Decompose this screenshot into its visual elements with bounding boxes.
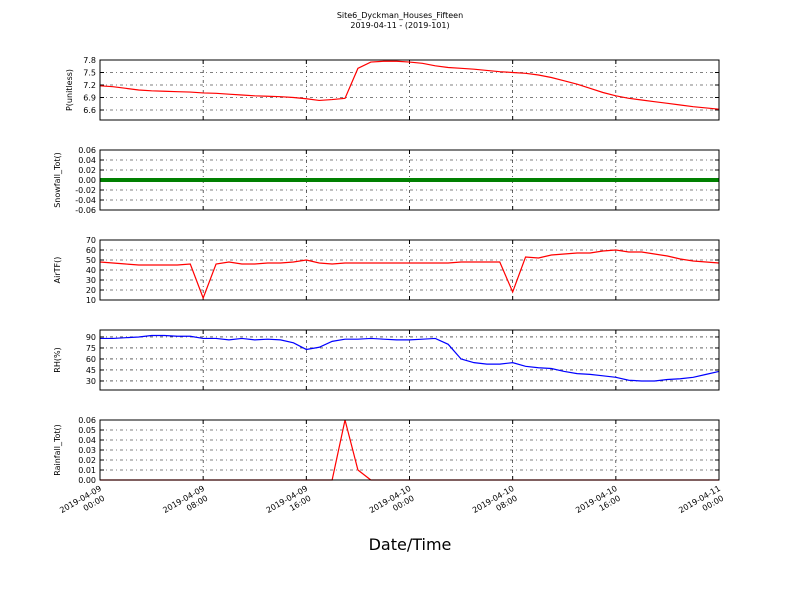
y-tick-label: 0.06 (78, 146, 96, 155)
y-tick-label: 40 (86, 266, 96, 275)
y-tick-label: 6.9 (83, 94, 96, 103)
y-tick-label: 60 (86, 246, 96, 255)
x-tick-label: 2019-04-1100:00 (677, 484, 727, 524)
y-tick-label: 75 (86, 344, 96, 353)
plot-frame (99, 149, 720, 211)
plot-frame (99, 239, 720, 301)
y-tick-label: 50 (86, 256, 96, 265)
y-tick-label: 0.05 (78, 426, 96, 435)
y-tick-label: 30 (86, 377, 96, 386)
x-tick-label: 2019-04-0908:00 (161, 484, 211, 524)
y-tick-label: 6.6 (83, 106, 96, 115)
x-tick-label: 2019-04-1008:00 (471, 484, 521, 524)
y-tick-label: 90 (86, 333, 96, 342)
y-tick-label: 0.03 (78, 446, 96, 455)
y-axis-label: Snowfall_Tot() (53, 152, 62, 208)
data-line (99, 60, 720, 110)
y-tick-label: 0.00 (78, 476, 96, 485)
plot-frame (99, 329, 720, 391)
y-axis-label: P(unitless) (65, 69, 74, 111)
y-tick-label: 10 (86, 296, 96, 305)
y-tick-label: 0.04 (78, 436, 96, 445)
chart-subtitle: 2019-04-11 - (2019-101) (350, 21, 449, 30)
y-tick-label: 0.01 (78, 466, 96, 475)
y-tick-label: 30 (86, 276, 96, 285)
x-tick-label: 2019-04-1000:00 (368, 484, 418, 524)
y-tick-label: 45 (86, 366, 96, 375)
data-line (99, 249, 720, 300)
plot-frame (99, 419, 720, 481)
y-tick-label: 0.02 (78, 456, 96, 465)
x-tick-label: 2019-04-1016:00 (574, 484, 624, 524)
y-tick-label: 0.06 (78, 416, 96, 425)
y-tick-label: -0.04 (75, 196, 96, 205)
y-tick-label: 7.8 (83, 56, 96, 65)
y-axis-label: RH(%) (53, 347, 62, 372)
y-tick-label: 70 (86, 236, 96, 245)
y-tick-label: -0.02 (75, 186, 96, 195)
plot-frame (99, 59, 720, 121)
y-tick-label: 7.5 (83, 69, 96, 78)
x-tick-label: 2019-04-0916:00 (265, 484, 315, 524)
y-axis-label: AirTF() (53, 257, 62, 284)
data-line (100, 334, 720, 382)
y-tick-label: 7.2 (83, 81, 96, 90)
y-tick-label: 0.02 (78, 166, 96, 175)
y-tick-label: 60 (86, 355, 96, 364)
y-axis-label: Rainfall_Tot() (53, 424, 62, 476)
x-axis-label: Date/Time (369, 535, 452, 554)
y-tick-label: 20 (86, 286, 96, 295)
x-tick-label: 2019-04-0900:00 (58, 484, 108, 524)
y-tick-label: 0.00 (78, 176, 96, 185)
chart-title: Site6_Dyckman_Houses_Fifteen (337, 11, 463, 20)
y-tick-label: -0.06 (75, 206, 96, 215)
y-tick-label: 0.04 (78, 156, 96, 165)
